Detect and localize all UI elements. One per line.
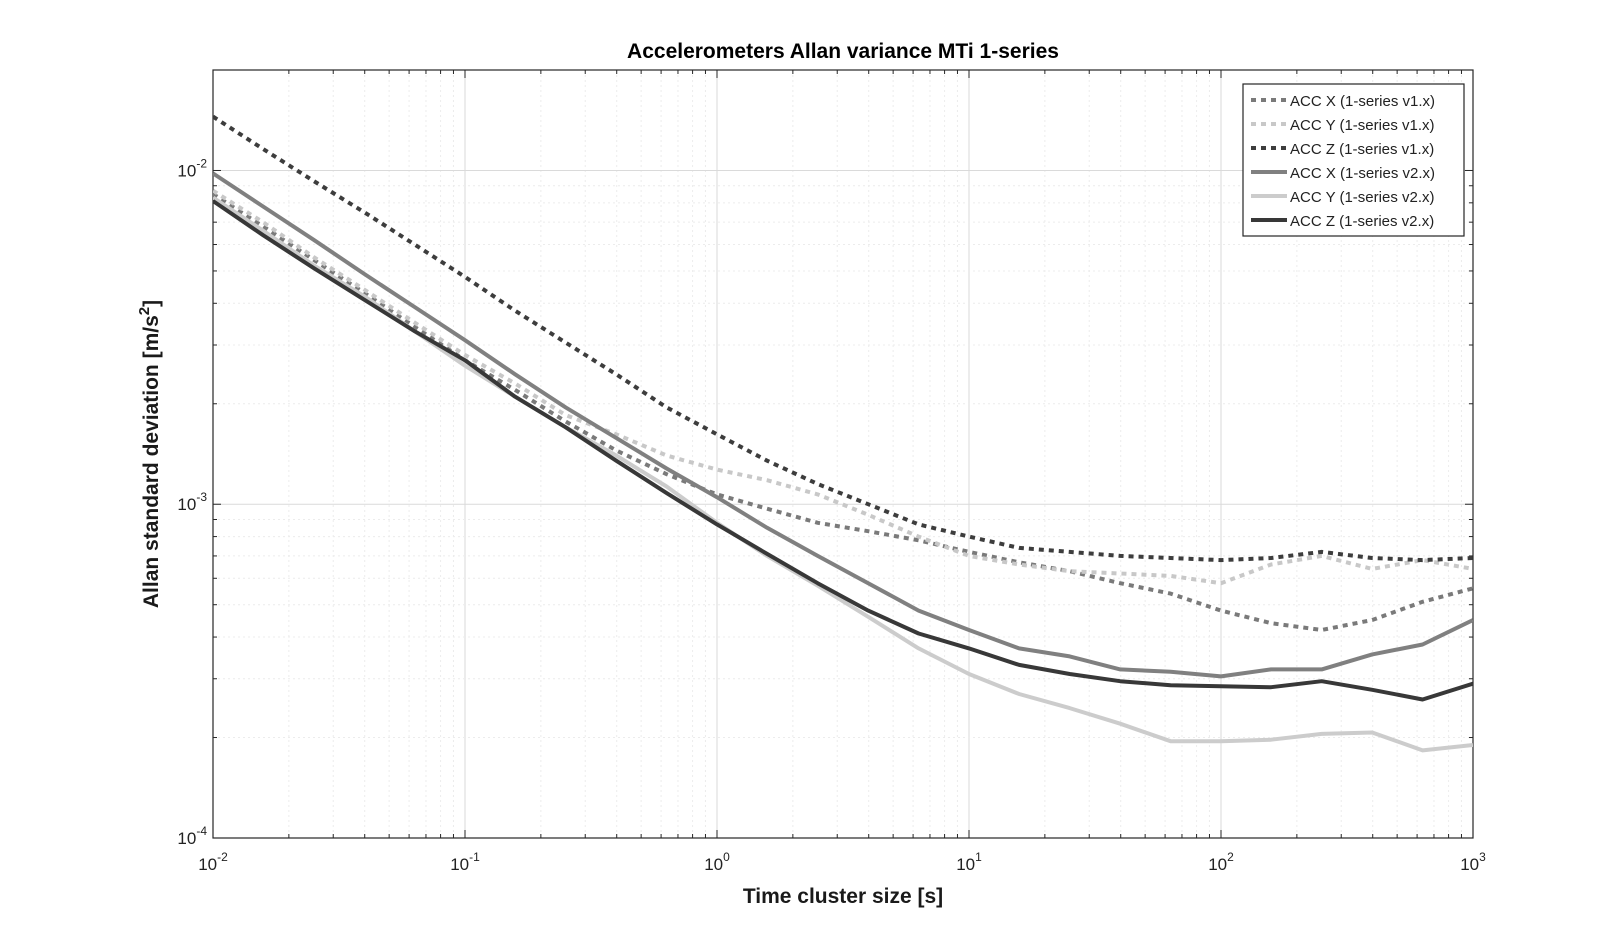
x-tick-label: 102 xyxy=(1208,850,1234,874)
legend-box xyxy=(1242,83,1465,237)
y-tick-label-exponent: -4 xyxy=(196,824,207,838)
x-tick-label-exponent: 0 xyxy=(723,850,730,864)
x-tick-label-exponent: 3 xyxy=(1479,850,1486,864)
series-layer xyxy=(213,114,1473,753)
y-tick-label: 10-3 xyxy=(177,490,207,514)
legend-entry-1: ACC X (1-series v1.x) xyxy=(1290,93,1435,110)
series-line-2 xyxy=(213,189,1473,586)
x-tick-label-exponent: -1 xyxy=(469,850,480,864)
x-tick-label: 101 xyxy=(956,850,982,874)
legend-entry-5: ACC Y (1-series v2.x) xyxy=(1290,189,1435,206)
x-tick-label-exponent: -2 xyxy=(217,850,228,864)
series-line-4 xyxy=(213,171,1473,679)
x-tick-label-exponent: 1 xyxy=(975,850,982,864)
series-line-1 xyxy=(213,192,1473,632)
chart-title: Accelerometers Allan variance MTi 1-seri… xyxy=(627,40,1059,63)
x-tick-label: 100 xyxy=(704,850,730,874)
x-tick-label-base: 10 xyxy=(198,855,217,874)
series-line-6 xyxy=(213,199,1473,702)
x-axis-label: Time cluster size [s] xyxy=(743,885,943,908)
y-tick-label-exponent: -2 xyxy=(196,156,207,170)
y-tick-label: 10-4 xyxy=(177,824,207,848)
legend-entry-3: ACC Z (1-series v1.x) xyxy=(1290,141,1434,158)
y-axis-label-bracket: ] xyxy=(140,300,163,307)
x-tick-label-base: 10 xyxy=(956,855,975,874)
labels-layer: 10-2 10-1 100 101 102 10310-410-310-2Accelero… xyxy=(136,40,1486,908)
y-tick-label-exponent: -3 xyxy=(196,490,207,504)
x-tick-label: 10-1 xyxy=(450,850,480,874)
legend-entry-6: ACC Z (1-series v2.x) xyxy=(1290,213,1434,230)
x-tick-label-base: 10 xyxy=(1208,855,1227,874)
grid-layer xyxy=(212,69,1473,839)
plot-area-frame xyxy=(212,69,1474,839)
y-axis-label: Allan standard deviation [m/s2] xyxy=(136,300,163,608)
y-tick-label-base: 10 xyxy=(177,161,196,180)
series-line-3 xyxy=(213,114,1473,563)
y-axis-label-superscript: 2 xyxy=(136,307,153,315)
x-tick-label: 103 xyxy=(1460,850,1486,874)
x-tick-label: 10-2 xyxy=(198,850,228,874)
y-tick-label: 10-2 xyxy=(177,156,207,180)
x-tick-label-base: 10 xyxy=(450,855,469,874)
axes-layer xyxy=(212,69,1474,839)
y-tick-label-base: 10 xyxy=(177,829,196,848)
y-tick-label-base: 10 xyxy=(177,495,196,514)
y-axis-label-text: Allan standard deviation [m/s xyxy=(140,315,163,608)
legend-entry-2: ACC Y (1-series v1.x) xyxy=(1290,117,1435,134)
x-tick-label-base: 10 xyxy=(704,855,723,874)
x-tick-label-base: 10 xyxy=(1460,855,1479,874)
x-tick-label-exponent: 2 xyxy=(1227,850,1234,864)
legend: ACC X (1-series v1.x) ACC Y (1-series v1.… xyxy=(1242,83,1465,237)
legend-entry-4: ACC X (1-series v2.x) xyxy=(1290,165,1435,182)
